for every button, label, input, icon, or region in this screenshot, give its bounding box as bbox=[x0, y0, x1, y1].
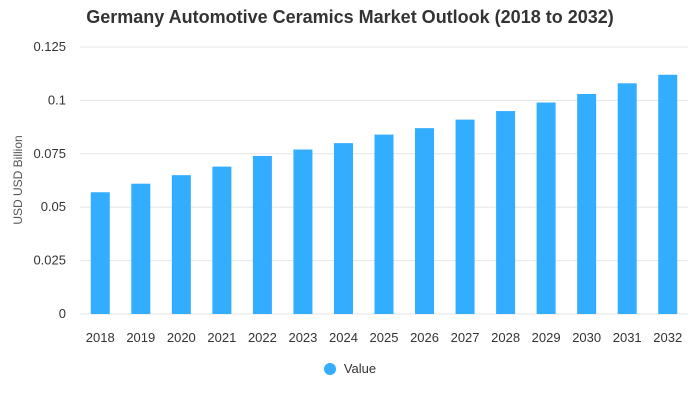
x-tick-label: 2031 bbox=[613, 330, 642, 345]
x-tick-label: 2021 bbox=[207, 330, 236, 345]
bar-2021[interactable] bbox=[212, 166, 232, 314]
y-tick-label: 0 bbox=[59, 306, 66, 321]
bar-2029[interactable] bbox=[536, 102, 556, 314]
bar-2023[interactable] bbox=[293, 149, 313, 314]
y-tick-label: 0.025 bbox=[33, 253, 66, 268]
x-tick-label: 2018 bbox=[86, 330, 115, 345]
chart-title: Germany Automotive Ceramics Market Outlo… bbox=[86, 7, 614, 27]
x-tick-label: 2027 bbox=[451, 330, 480, 345]
bar-2028[interactable] bbox=[496, 111, 516, 314]
legend-label: Value bbox=[343, 361, 377, 376]
x-tick-label: 2025 bbox=[370, 330, 399, 345]
y-tick-label: 0.075 bbox=[33, 146, 66, 161]
legend[interactable]: Value bbox=[0, 361, 700, 376]
bar-2020[interactable] bbox=[171, 175, 191, 314]
x-tick-label: 2019 bbox=[126, 330, 155, 345]
bar-2022[interactable] bbox=[252, 155, 272, 314]
bar-2027[interactable] bbox=[455, 119, 475, 315]
x-tick-label: 2026 bbox=[410, 330, 439, 345]
bar-2030[interactable] bbox=[577, 93, 597, 314]
y-tick-label: 0.1 bbox=[48, 92, 66, 107]
y-tick-label: 0.125 bbox=[33, 39, 66, 54]
y-tick-label: 0.05 bbox=[41, 199, 66, 214]
x-tick-label: 2029 bbox=[532, 330, 561, 345]
bar-2018[interactable] bbox=[90, 192, 110, 314]
x-tick-label: 2024 bbox=[329, 330, 358, 345]
y-axis-title: USD USD Billion bbox=[11, 135, 25, 224]
bar-2024[interactable] bbox=[333, 143, 353, 314]
x-axis-ticks: 2018 2019 2020 2021 2022 2023 2024 2025 2026 2027… bbox=[86, 330, 682, 345]
x-tick-label: 2028 bbox=[491, 330, 520, 345]
bars bbox=[90, 74, 678, 315]
bar-2025[interactable] bbox=[374, 134, 394, 314]
x-tick-label: 2030 bbox=[572, 330, 601, 345]
legend-swatch-icon bbox=[323, 362, 336, 375]
bar-2032[interactable] bbox=[658, 74, 678, 314]
x-tick-label: 2022 bbox=[248, 330, 277, 345]
bar-2026[interactable] bbox=[415, 128, 435, 314]
x-tick-label: 2023 bbox=[288, 330, 317, 345]
y-axis-ticks: 0 0.025 0.05 0.075 0.1 0.125 bbox=[33, 39, 66, 321]
x-tick-label: 2032 bbox=[653, 330, 682, 345]
x-tick-label: 2020 bbox=[167, 330, 196, 345]
bar-2031[interactable] bbox=[617, 83, 637, 314]
bar-2019[interactable] bbox=[131, 183, 151, 314]
